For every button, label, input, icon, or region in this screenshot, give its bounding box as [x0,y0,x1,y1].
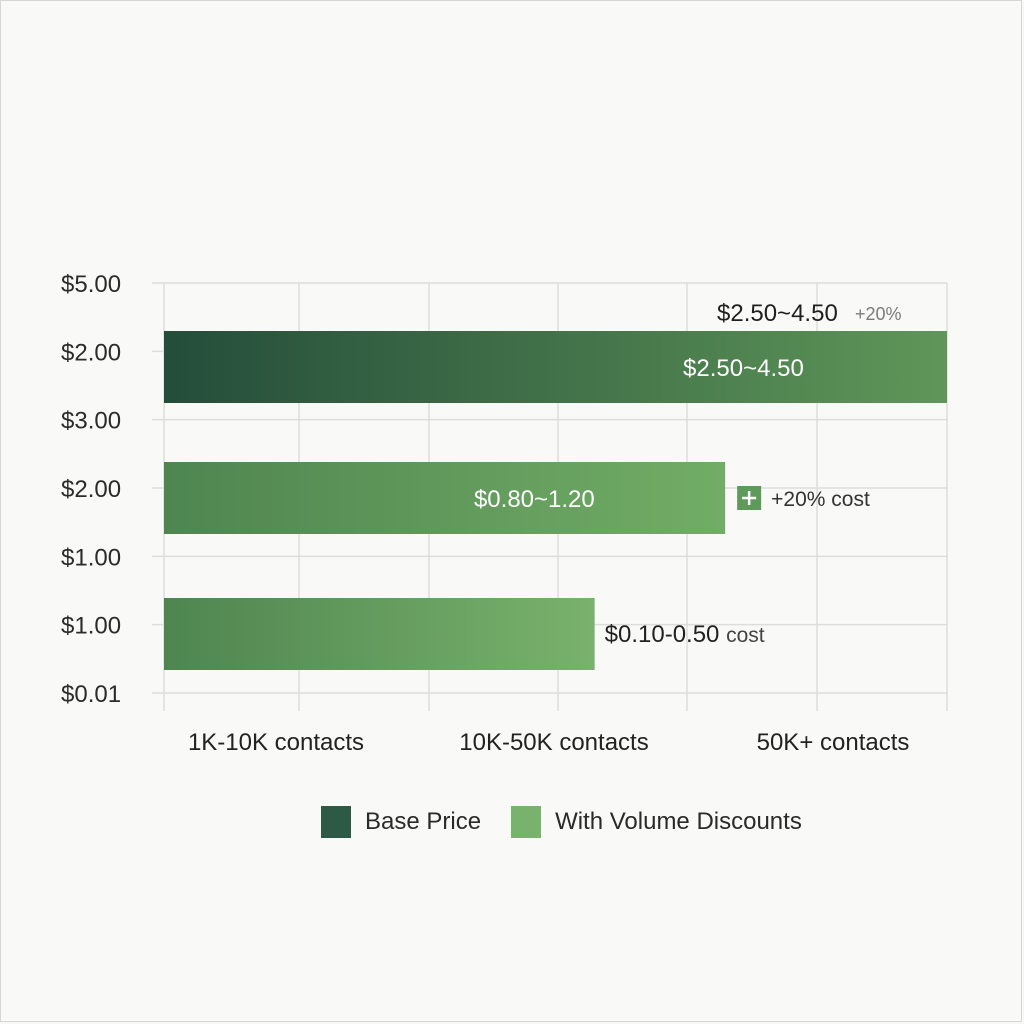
legend-label-base-price: Base Price [365,808,482,835]
y-tick-label: $1.00 [61,613,121,640]
bar-1[interactable] [164,331,947,403]
legend-swatch-volume-discounts [511,806,542,838]
y-tick-label: $5.00 [61,271,121,298]
bar-3[interactable] [164,598,595,670]
y-tick-label: $3.00 [61,408,121,435]
bar-top-note: +20% [855,304,902,324]
y-tick-label: $0.01 [61,681,121,708]
legend-item-base-price[interactable]: Base Price [321,806,481,838]
bar-top-label: $2.50~4.50 [717,300,838,327]
y-tick-label: $2.00 [61,339,121,366]
chart-legend: Base Price With Volume Discounts [321,806,818,838]
legend-item-volume-discounts[interactable]: With Volume Discounts [511,806,802,838]
bar-2[interactable] [164,462,726,534]
x-category-label: 1K-10K contacts [188,729,364,756]
bar-side-note: +20% cost [771,488,870,511]
x-category-label: 10K-50K contacts [459,729,648,756]
legend-swatch-base-price [321,806,351,838]
legend-label-volume-discounts: With Volume Discounts [555,808,802,835]
bar-side-note-suffix: cost [726,624,765,647]
y-tick-label: $1.00 [61,544,121,571]
bar-value-label: $2.50~4.50 [683,355,804,382]
bar-value-label: $0.80~1.20 [474,486,595,513]
bar-side-note: $0.10-0.50 cost [605,621,765,648]
y-tick-label: $2.00 [61,476,121,503]
x-category-label: 50K+ contacts [757,729,910,756]
